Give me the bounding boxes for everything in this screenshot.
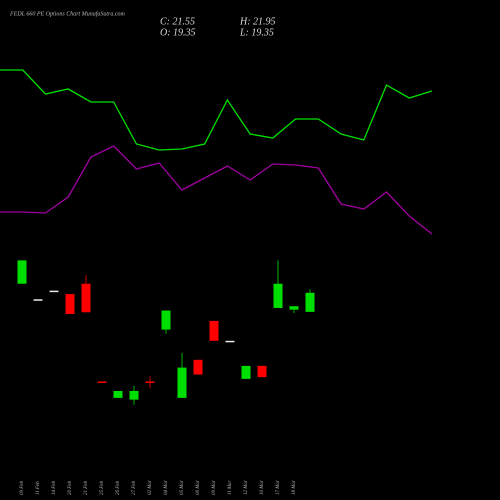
- candle-body: [113, 390, 123, 398]
- candle-body: [81, 283, 91, 313]
- candle-body: [225, 340, 235, 343]
- x-tick-label: 26 Feb: [116, 480, 121, 495]
- candle-body: [33, 299, 43, 301]
- candle-body: [129, 390, 139, 400]
- x-tick-label: 06 Mar: [196, 480, 201, 495]
- x-tick-label: 20 Feb: [68, 480, 73, 495]
- candle-body: [193, 359, 203, 375]
- candle-body: [289, 306, 299, 310]
- high-label: H: 21.95: [239, 16, 276, 27]
- candle-body: [177, 367, 187, 398]
- candle-body: [145, 381, 155, 383]
- candle-body: [257, 365, 267, 378]
- x-tick-label: 17 Mar: [276, 480, 281, 495]
- x-tick-label: 09 Mar: [212, 480, 217, 495]
- x-tick-label: 11 Feb: [36, 481, 41, 495]
- candle-body: [305, 292, 315, 312]
- candle-body: [241, 365, 251, 379]
- low-label: L: 19.35: [239, 27, 274, 38]
- x-tick-label: 27 Feb: [132, 480, 137, 495]
- candle-body: [209, 320, 219, 341]
- close-label: C: 21.55: [160, 16, 195, 27]
- x-tick-label: 25 Feb: [100, 480, 105, 495]
- x-tick-label: 16 Mar: [260, 480, 265, 495]
- x-tick-label: 09 Feb: [20, 480, 25, 495]
- x-tick-label: 04 Mar: [164, 480, 169, 495]
- candle-body: [17, 260, 27, 284]
- x-tick-label: 02 Mar: [148, 480, 153, 495]
- candle-body: [97, 381, 107, 383]
- x-tick-label: 18 Mar: [292, 480, 297, 495]
- candle-body: [161, 310, 171, 330]
- x-tick-label: 21 Feb: [84, 480, 89, 495]
- x-tick-label: 05 Mar: [180, 480, 185, 495]
- candle-body: [273, 283, 283, 308]
- x-tick-label: 11 Mar: [228, 480, 233, 495]
- open-label: O: 19.35: [160, 27, 196, 38]
- chart-title: FEDL 660 PE Options Chart MunafaSutra.co…: [9, 10, 126, 17]
- candle-body: [65, 294, 75, 314]
- indicator-line: [0, 69, 433, 151]
- candle-body: [49, 290, 59, 293]
- x-tick-label: 12 Mar: [244, 480, 249, 495]
- indicator-line: [0, 145, 433, 235]
- x-tick-label: 14 Feb: [52, 480, 57, 495]
